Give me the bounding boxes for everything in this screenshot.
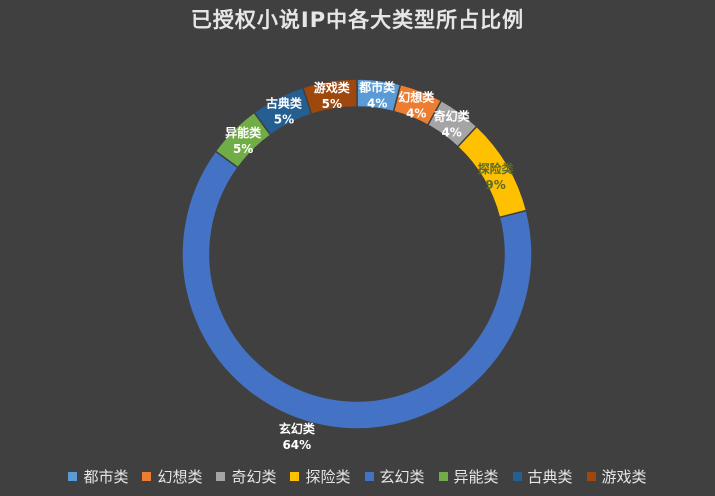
slice-name-label-5: 玄幻类	[279, 421, 316, 436]
slice-value-label-3: 4%	[441, 126, 461, 140]
legend-item-3: 奇幻类	[216, 466, 276, 487]
legend-label: 古典类	[527, 468, 573, 486]
slice-name-label-8: 游戏类	[314, 80, 351, 95]
slice-value-label-6: 5%	[233, 142, 253, 156]
legend-swatch	[512, 472, 522, 481]
legend-swatch	[142, 472, 152, 481]
legend-swatch	[438, 472, 448, 481]
legend-item-4: 探险类	[290, 466, 351, 487]
legend-swatch	[290, 472, 300, 481]
legend-label: 异能类	[453, 468, 499, 486]
slice-name-label-1: 都市类	[358, 79, 396, 94]
legend-swatch	[216, 472, 226, 481]
legend-item-5: 玄幻类	[364, 466, 425, 487]
slice-name-label-4: 探险类	[478, 161, 515, 176]
legend-label: 游戏类	[601, 468, 647, 486]
slice-name-label-2: 幻想类	[398, 89, 435, 104]
legend-label: 都市类	[83, 468, 129, 486]
donut-slice-5	[181, 150, 533, 430]
legend-label: 玄幻类	[379, 468, 425, 486]
slice-value-label-1: 4%	[367, 96, 387, 110]
slice-name-label-7: 古典类	[266, 96, 303, 111]
slice-value-label-4: 9%	[485, 178, 505, 192]
legend-item-1: 都市类	[68, 466, 128, 487]
slice-value-label-5: 64%	[282, 438, 311, 452]
legend-item-8: 游戏类	[586, 466, 647, 487]
donut-slice-8	[301, 78, 358, 116]
legend-label: 奇幻类	[231, 468, 277, 486]
slice-value-label-8: 5%	[322, 97, 342, 111]
legend-item-7: 古典类	[512, 466, 573, 487]
legend-swatch	[586, 472, 596, 481]
legend-label: 幻想类	[157, 468, 203, 486]
legend-item-6: 异能类	[438, 466, 499, 487]
legend-swatch	[364, 472, 374, 481]
chart-legend: 都市类 幻想类 奇幻类 探险类 玄幻类 异能类 古典类 游戏类	[0, 466, 715, 487]
legend-swatch	[68, 472, 78, 481]
slice-value-label-7: 5%	[274, 113, 294, 127]
chart-title: 已授权小说IP中各大类型所占比例	[190, 8, 525, 32]
slice-name-label-6: 异能类	[225, 125, 262, 140]
slice-name-label-3: 奇幻类	[434, 109, 471, 124]
legend-label: 探险类	[305, 468, 351, 486]
legend-item-2: 幻想类	[142, 466, 202, 487]
slice-value-label-2: 4%	[406, 106, 426, 120]
